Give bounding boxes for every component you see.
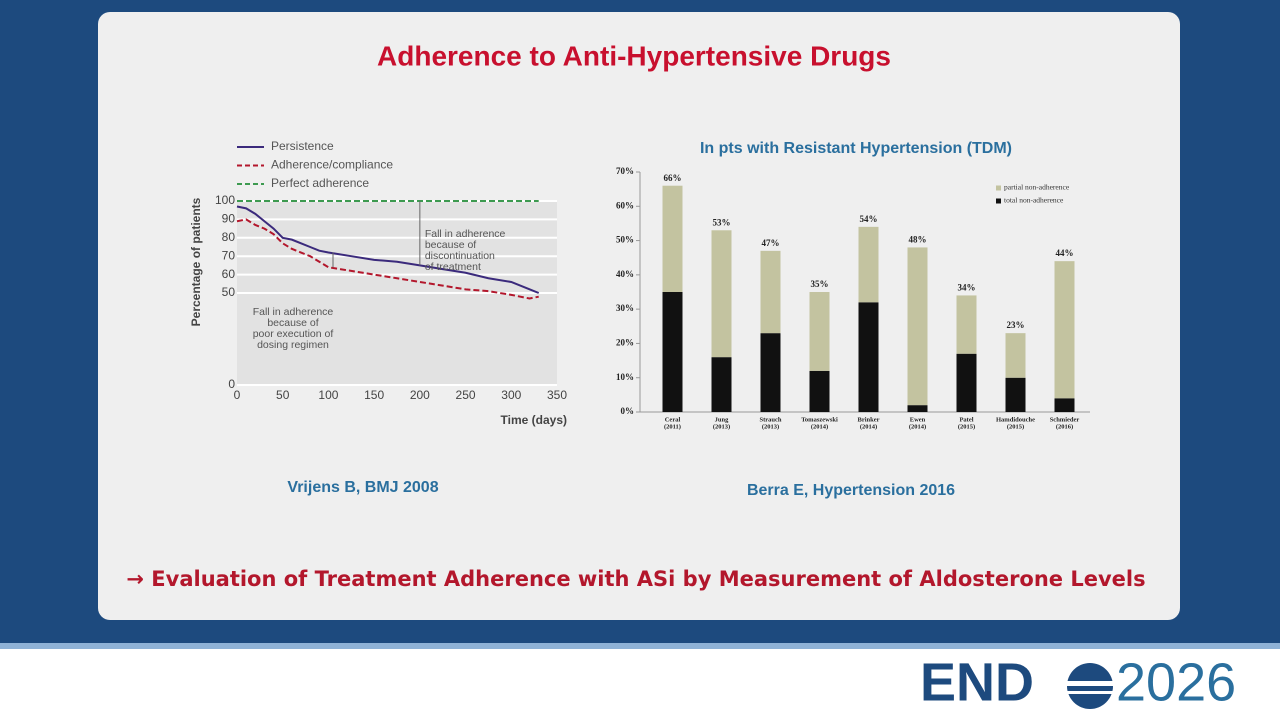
x-tick-label: (2014): [909, 423, 926, 430]
total-label: 44%: [1056, 248, 1074, 258]
total-label: 47%: [762, 238, 780, 248]
card: [98, 12, 1180, 620]
y-tick-label: 0%: [621, 406, 635, 416]
total-label: 54%: [860, 214, 878, 224]
citation: Vrijens B, BMJ 2008: [287, 479, 438, 496]
x-tick-label: (2015): [1007, 423, 1024, 430]
x-tick-label: (2014): [860, 423, 877, 430]
annotation-text: Fall in adherence: [253, 306, 334, 318]
annotation-text: dosing regimen: [257, 339, 329, 351]
bar-segment: [1005, 377, 1026, 412]
total-label: 23%: [1007, 320, 1025, 330]
legend-label: Adherence/compliance: [271, 158, 393, 172]
logo-text: END: [920, 652, 1034, 712]
total-label: 66%: [664, 173, 682, 183]
y-tick-label: 90: [222, 212, 236, 226]
bar-segment: [907, 405, 928, 412]
y-axis-label: Percentage of patients: [189, 197, 203, 326]
legend-swatch: [996, 198, 1001, 204]
chart-title: In pts with Resistant Hypertension (TDM): [700, 140, 1012, 157]
slide-title: Adherence to Anti-Hypertensive Drugs: [377, 40, 891, 71]
y-tick-label: 60%: [616, 200, 634, 210]
x-tick-label: 200: [410, 388, 430, 402]
y-tick-label: 60: [222, 267, 236, 281]
y-tick-label: 70: [222, 248, 236, 262]
legend-label: total non-adherence: [1004, 196, 1064, 205]
bar-segment: [907, 247, 928, 406]
x-tick-label: (2016): [1056, 423, 1073, 430]
y-tick-label: 40%: [616, 269, 634, 279]
x-tick-label: 150: [364, 388, 384, 402]
bar-segment: [1005, 333, 1026, 378]
x-tick-label: Schmieder: [1050, 416, 1080, 423]
bar-segment: [858, 302, 879, 412]
y-tick-label: 70%: [616, 166, 634, 176]
y-tick-label: 0: [228, 377, 235, 391]
annotation-text: Fall in adherence: [425, 228, 506, 240]
bar-segment: [760, 250, 781, 334]
annotation-text: poor execution of: [253, 328, 334, 340]
y-tick-label: 50: [222, 285, 236, 299]
x-tick-label: (2015): [958, 423, 975, 430]
total-label: 35%: [811, 279, 829, 289]
bar-segment: [662, 185, 683, 292]
y-tick-label: 100: [215, 193, 235, 207]
x-tick-label: Strauch: [759, 416, 781, 423]
x-tick-label: 0: [234, 388, 241, 402]
y-tick-label: 20%: [616, 337, 634, 347]
logo-text: 2026: [1116, 652, 1236, 712]
bar-segment: [1054, 261, 1075, 399]
x-tick-label: (2013): [713, 423, 730, 430]
x-tick-label: (2013): [762, 423, 779, 430]
bar-segment: [711, 230, 732, 358]
x-tick-label: Patel: [959, 416, 973, 423]
y-tick-label: 50%: [616, 235, 634, 245]
x-tick-label: Jung: [715, 416, 729, 423]
bar-segment: [1054, 398, 1075, 412]
total-label: 34%: [958, 282, 976, 292]
annotation-text: of treatment: [425, 261, 481, 273]
bar-segment: [711, 357, 732, 412]
legend-label: Persistence: [271, 139, 334, 153]
legend-label: Perfect adherence: [271, 176, 369, 190]
bar-segment: [760, 333, 781, 412]
stripe: [0, 643, 1280, 649]
x-tick-label: Hamdidouche: [996, 416, 1035, 423]
bar-segment: [956, 353, 977, 412]
x-tick-label: 300: [501, 388, 521, 402]
legend-swatch: [996, 185, 1001, 191]
series-line: [236, 205, 540, 294]
bar-segment: [956, 295, 977, 354]
x-tick-label: Tomaszewski: [801, 416, 838, 423]
y-tick-label: 80: [222, 230, 236, 244]
x-tick-label: Brinker: [857, 416, 879, 423]
annotation-text: because of: [425, 239, 476, 251]
conclusion: → Evaluation of Treatment Adherence with…: [126, 567, 1145, 591]
bar-segment: [662, 292, 683, 412]
bar-segment: [809, 370, 830, 412]
y-tick-label: 30%: [616, 303, 634, 313]
bar-segment: [809, 292, 830, 371]
x-tick-label: (2014): [811, 423, 828, 430]
y-tick-label: 10%: [616, 372, 634, 382]
x-axis-label: Time (days): [501, 413, 567, 427]
total-label: 48%: [909, 234, 927, 244]
annotation-text: discontinuation: [425, 250, 495, 262]
x-tick-label: 50: [276, 388, 290, 402]
legend-label: partial non-adherence: [1004, 183, 1070, 192]
annotation-text: because of: [267, 317, 318, 329]
total-label: 53%: [713, 217, 731, 227]
logo-globe: [1062, 663, 1118, 709]
x-tick-label: 250: [456, 388, 476, 402]
x-tick-label: (2011): [664, 423, 681, 430]
citation: Berra E, Hypertension 2016: [747, 482, 955, 499]
x-tick-label: 100: [318, 388, 338, 402]
bar-segment: [858, 226, 879, 303]
x-tick-label: Ceral: [665, 416, 681, 423]
x-tick-label: Ewen: [910, 416, 926, 423]
x-tick-label: 350: [547, 388, 567, 402]
